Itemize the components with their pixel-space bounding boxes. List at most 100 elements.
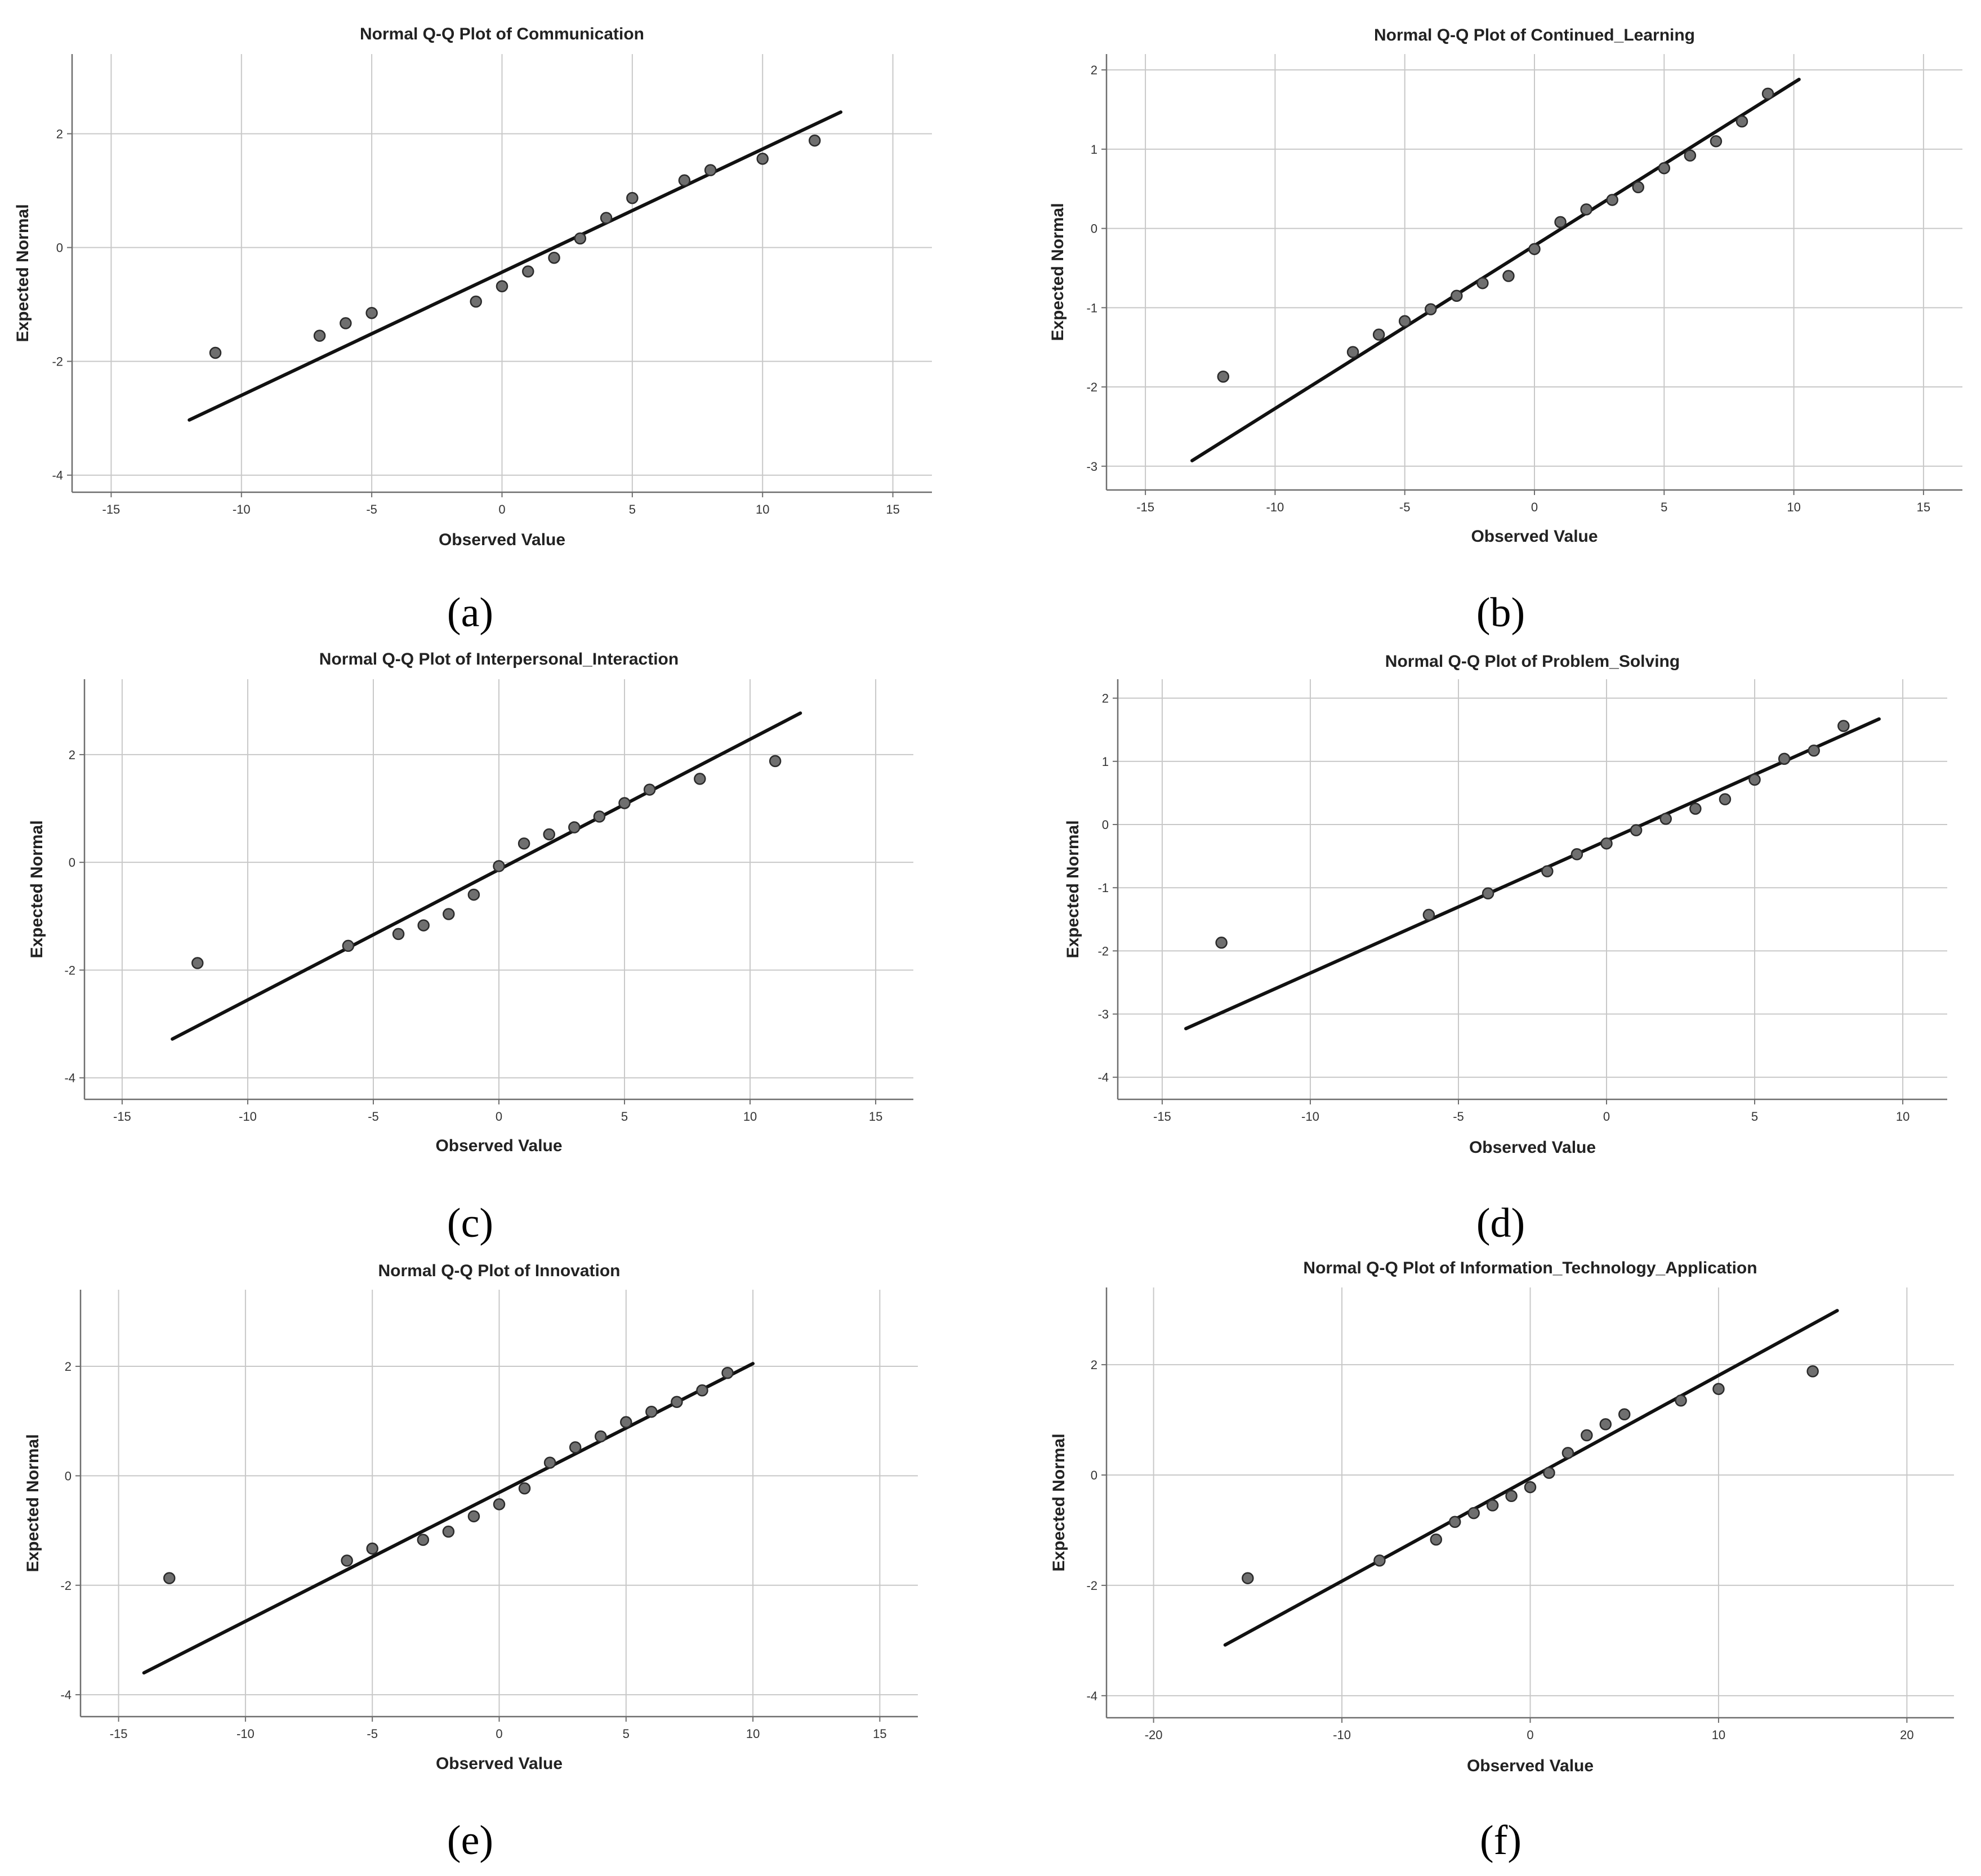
chart-title: Normal Q-Q Plot of Information_Technolog… <box>1303 1259 1757 1277</box>
data-point <box>1524 1481 1537 1494</box>
x-tick-label: -15 <box>1153 1109 1171 1124</box>
y-tick-label: 1 <box>1102 755 1109 769</box>
y-tick-label: -4 <box>64 1071 75 1085</box>
y-tick-label: -2 <box>60 1579 72 1593</box>
data-point <box>366 1542 378 1555</box>
data-point <box>1837 720 1850 732</box>
x-tick-label: -10 <box>233 502 251 516</box>
data-point <box>1710 135 1723 148</box>
data-point <box>721 1366 734 1379</box>
y-tick-label: 2 <box>69 748 75 762</box>
y-tick-label: -4 <box>52 469 63 483</box>
data-point <box>1570 848 1583 861</box>
y-tick-label: -2 <box>52 355 63 369</box>
reference-line <box>1223 1309 1839 1647</box>
data-point <box>704 164 717 176</box>
data-point <box>626 191 639 204</box>
x-tick-label: -15 <box>110 1727 128 1741</box>
x-axis-label: Observed Value <box>439 531 565 549</box>
data-point <box>1632 181 1644 194</box>
data-point <box>620 1416 632 1428</box>
y-tick-label: 2 <box>1091 63 1097 77</box>
data-point <box>645 1405 658 1418</box>
panel-label: (d) <box>1476 1200 1525 1246</box>
data-point <box>1217 371 1230 383</box>
data-point <box>1486 1499 1499 1512</box>
x-tick-label: 0 <box>1603 1109 1610 1124</box>
y-tick-label: -4 <box>1086 1689 1097 1703</box>
data-point <box>496 280 508 292</box>
data-point <box>1398 315 1411 328</box>
data-point <box>470 295 482 308</box>
x-tick-label: 10 <box>1712 1728 1725 1742</box>
x-tick-label: 0 <box>1527 1728 1533 1742</box>
reference-line <box>142 1362 755 1675</box>
data-point <box>1719 793 1732 805</box>
x-tick-label: 5 <box>629 502 636 516</box>
x-tick-label: -5 <box>368 1109 379 1124</box>
data-point <box>643 783 656 796</box>
panel-label: (f) <box>1480 1817 1522 1864</box>
x-axis-label: Observed Value <box>1471 527 1598 546</box>
data-point <box>442 1525 455 1538</box>
x-tick-label: 0 <box>496 1727 502 1741</box>
x-tick-label: -5 <box>1453 1109 1464 1124</box>
data-point <box>191 957 204 969</box>
x-tick-label: 5 <box>1661 500 1667 514</box>
reference-line <box>1184 717 1881 1031</box>
y-tick-label: 0 <box>1102 818 1109 832</box>
y-tick-label: -4 <box>1097 1071 1109 1085</box>
y-tick-label: 0 <box>69 855 75 870</box>
data-point <box>518 1482 531 1495</box>
data-point <box>809 134 821 147</box>
x-tick-label: -5 <box>367 1727 378 1741</box>
data-point <box>569 1441 582 1454</box>
data-point <box>1712 1383 1725 1395</box>
qq-plot-panel: -15 -10 -5 0 5 10 15 -4 -2 0 2 Normal Q-Q Plot of I… <box>28 650 913 1246</box>
data-point <box>1580 203 1592 216</box>
data-point <box>1543 1467 1555 1479</box>
data-point <box>694 773 706 785</box>
data-point <box>1502 270 1515 282</box>
x-tick-label: -20 <box>1145 1728 1163 1742</box>
y-axis-label: Expected Normal <box>1048 203 1067 341</box>
x-tick-label: 10 <box>1896 1109 1909 1124</box>
data-point <box>1528 243 1541 255</box>
y-tick-label: 0 <box>1091 1468 1097 1482</box>
chart-title: Normal Q-Q Plot of Problem_Solving <box>1385 652 1680 671</box>
x-tick-label: 10 <box>746 1727 760 1741</box>
data-point <box>467 1510 480 1523</box>
x-tick-label: -5 <box>1399 500 1411 514</box>
x-axis-label: Observed Value <box>1467 1757 1594 1775</box>
data-point <box>548 251 560 264</box>
x-tick-label: -15 <box>113 1109 131 1124</box>
data-point <box>618 797 631 809</box>
data-point <box>1808 745 1821 757</box>
x-tick-label: -15 <box>102 502 121 516</box>
x-tick-label: 10 <box>1787 500 1800 514</box>
x-tick-label: -10 <box>1333 1728 1351 1742</box>
y-axis-label: Expected Normal <box>14 204 32 342</box>
x-tick-label: 15 <box>873 1727 886 1741</box>
data-point <box>517 837 530 850</box>
data-point <box>543 828 555 841</box>
y-tick-label: -1 <box>1086 301 1097 315</box>
data-point <box>568 821 581 834</box>
x-tick-label: -10 <box>239 1109 257 1124</box>
data-point <box>1618 1408 1631 1421</box>
data-point <box>467 888 480 901</box>
data-point <box>1482 887 1494 900</box>
y-tick-label: -2 <box>1086 1579 1097 1593</box>
data-point <box>1561 1447 1574 1459</box>
panel-label: (b) <box>1476 590 1525 636</box>
data-point <box>1554 216 1567 229</box>
data-point <box>1600 837 1613 850</box>
reference-line <box>171 711 802 1041</box>
data-point <box>1684 149 1697 162</box>
data-point <box>1215 937 1228 949</box>
data-point <box>593 810 606 823</box>
data-point <box>1467 1507 1480 1519</box>
x-tick-label: -10 <box>1301 1109 1319 1124</box>
data-point <box>417 1534 430 1546</box>
